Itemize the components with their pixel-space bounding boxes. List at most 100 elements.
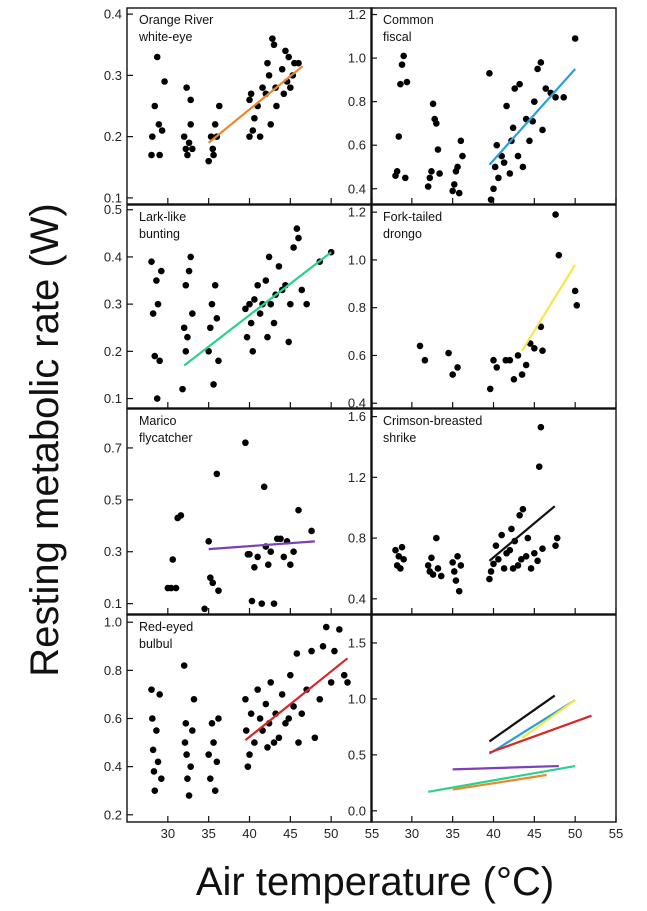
data-point	[182, 281, 190, 289]
regression-line	[488, 68, 576, 166]
data-point	[433, 534, 440, 542]
data-point	[158, 267, 165, 275]
data-point	[246, 300, 253, 308]
data-point	[187, 763, 194, 770]
data-point	[149, 746, 157, 754]
data-point	[285, 53, 293, 61]
data-point	[506, 356, 514, 364]
data-point	[295, 506, 302, 514]
data-point	[459, 152, 466, 160]
data-point	[308, 527, 315, 535]
data-point	[211, 121, 219, 128]
data-point	[211, 787, 219, 795]
data-point	[256, 133, 264, 140]
data-point	[149, 310, 157, 317]
data-point	[273, 102, 280, 110]
data-point	[189, 727, 196, 734]
panel-title-line: Common	[383, 13, 434, 27]
data-point	[287, 300, 294, 308]
data-point	[451, 181, 458, 188]
data-point	[491, 163, 499, 171]
data-point	[526, 137, 533, 145]
data-point	[308, 647, 315, 655]
x-tick-label: 35	[445, 826, 459, 841]
data-point	[537, 323, 545, 331]
data-point	[416, 342, 424, 350]
panel-4: 0.4 0.6 0.8 1.0 1.2 Fork-tailed drongo	[348, 204, 617, 411]
panel-title-line: bulbul	[139, 637, 172, 651]
data-point	[287, 671, 294, 679]
y-tick-label: 0.6	[104, 711, 122, 726]
data-point	[180, 133, 188, 140]
data-point	[246, 551, 253, 558]
x-tick-label: 40	[242, 826, 256, 841]
data-point	[185, 267, 193, 275]
y-tick-label: 1.0	[348, 691, 366, 706]
y-tick-label: 1.0	[104, 615, 122, 630]
y-tick-label: 0.1	[104, 391, 122, 406]
data-point	[275, 734, 283, 742]
data-point	[267, 121, 275, 128]
data-point	[509, 124, 517, 132]
data-point	[331, 647, 338, 655]
y-tick-label: 0.4	[104, 759, 122, 774]
data-point	[493, 141, 501, 149]
data-point	[498, 531, 505, 539]
data-point	[201, 605, 208, 613]
data-point	[560, 93, 568, 101]
panel-title-line: white-eye	[138, 30, 193, 44]
data-point	[213, 758, 221, 766]
series-line	[488, 694, 556, 743]
data-point	[552, 542, 559, 549]
data-point	[181, 739, 189, 746]
y-tick-label: 0.0	[348, 803, 366, 818]
data-point	[487, 196, 495, 203]
data-point	[213, 315, 221, 322]
data-point	[552, 93, 559, 101]
panel-title-line: Red-eyed	[139, 620, 193, 634]
data-point	[248, 597, 256, 605]
x-tick-label: 50	[324, 826, 338, 841]
data-point	[454, 364, 461, 371]
data-point	[190, 695, 198, 703]
data-point	[514, 352, 522, 359]
data-point	[189, 310, 196, 317]
data-point	[500, 565, 508, 572]
data-point	[187, 253, 194, 261]
data-point	[493, 364, 501, 371]
data-point	[215, 587, 222, 594]
data-point	[208, 300, 216, 308]
data-point	[517, 556, 525, 563]
data-point	[151, 102, 159, 110]
data-point	[454, 552, 461, 560]
y-axis-label: Resting metabolic rate (W)	[23, 203, 67, 676]
y-tick-label: 0.8	[348, 94, 366, 109]
data-point	[449, 187, 456, 195]
series-line	[427, 764, 576, 793]
data-point	[264, 561, 272, 568]
data-point	[215, 357, 222, 365]
data-point	[316, 695, 324, 703]
y-tick-label: 0.2	[104, 344, 122, 359]
data-point	[457, 562, 465, 569]
data-point	[290, 244, 297, 251]
data-point	[185, 792, 193, 799]
regression-line	[521, 264, 577, 352]
data-point	[183, 751, 190, 758]
data-point	[149, 133, 156, 140]
data-point	[524, 534, 532, 542]
y-tick-label: 1.2	[348, 7, 366, 22]
data-point	[180, 324, 188, 332]
y-tick-label: 1.2	[348, 205, 366, 220]
data-point	[397, 565, 404, 572]
data-point	[148, 258, 155, 265]
panel-8: 0.0 0.5 1.0 1.5 30 35 40 45 50 55	[348, 614, 623, 841]
x-tick-label: 30	[405, 826, 419, 841]
y-tick-label: 0.8	[348, 300, 366, 315]
y-tick-label: 0.4	[348, 591, 366, 606]
data-point	[429, 100, 437, 108]
data-point	[246, 96, 253, 104]
data-point	[287, 561, 294, 568]
data-point	[534, 557, 541, 565]
data-point	[522, 361, 530, 369]
